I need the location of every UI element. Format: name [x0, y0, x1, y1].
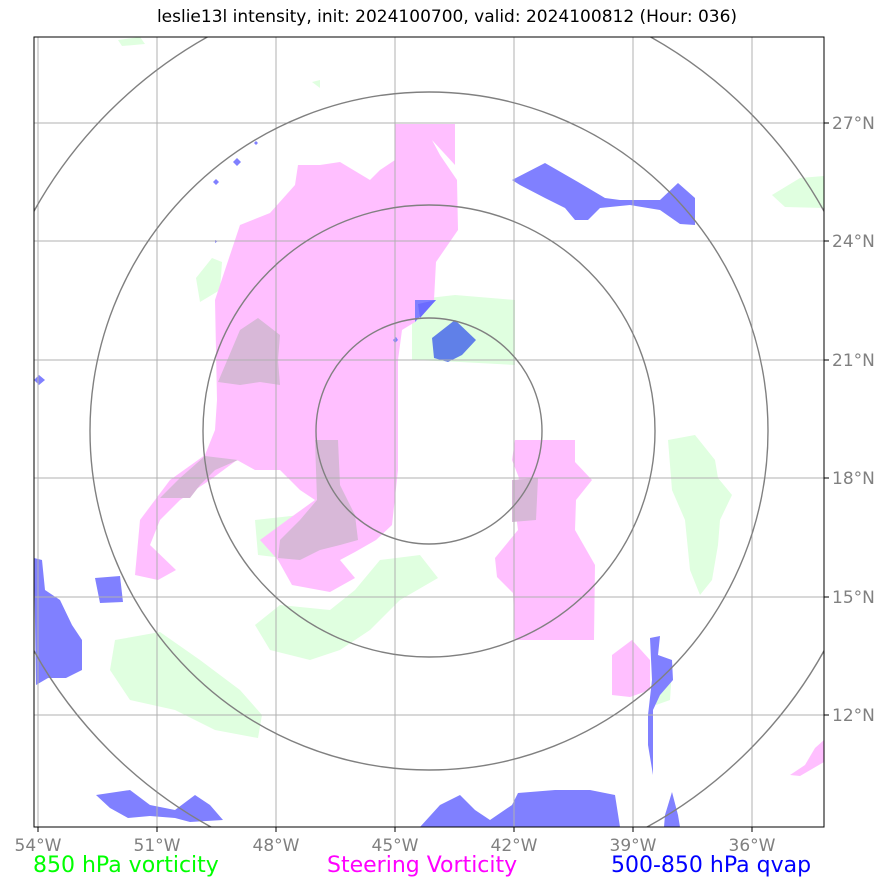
lon-label: 54°W: [15, 836, 62, 856]
lat-label: 12°N: [832, 706, 875, 726]
lat-label: 15°N: [832, 588, 875, 608]
legend-steering-vorticity: Steering Vorticity: [327, 853, 518, 878]
legend-850-vorticity: 850 hPa vorticity: [33, 853, 219, 878]
lon-label: 45°W: [372, 836, 419, 856]
latitude-labels: 27°N 24°N 21°N 18°N 15°N 12°N: [832, 114, 875, 726]
lon-label: 39°W: [610, 836, 657, 856]
legend-qvap: 500-850 hPa qvap: [611, 853, 812, 878]
plot-frame: [33, 36, 825, 828]
steering-vorticity-layer: [135, 124, 824, 776]
qvap-layer: [34, 141, 695, 827]
range-ring-inner: [315, 317, 543, 545]
range-ring-3: [89, 91, 769, 771]
longitude-labels: 54°W 51°W 48°W 45°W 42°W 39°W 36°W: [15, 836, 776, 856]
lat-label: 18°N: [832, 469, 875, 489]
lat-label: 21°N: [832, 351, 875, 371]
lon-label: 51°W: [134, 836, 181, 856]
map-title: leslie13l intensity, init: 2024100700, v…: [156, 7, 738, 27]
range-ring-2: [202, 204, 656, 658]
lon-label: 48°W: [253, 836, 300, 856]
graticule-lines: [34, 37, 824, 827]
lon-label: 42°W: [491, 836, 538, 856]
range-rings: [34, 37, 824, 827]
axis-ticks: [37, 122, 829, 832]
map-plot-area: [34, 37, 824, 827]
lon-label: 36°W: [729, 836, 776, 856]
lat-label: 24°N: [832, 232, 875, 252]
lat-label: 27°N: [832, 114, 875, 134]
